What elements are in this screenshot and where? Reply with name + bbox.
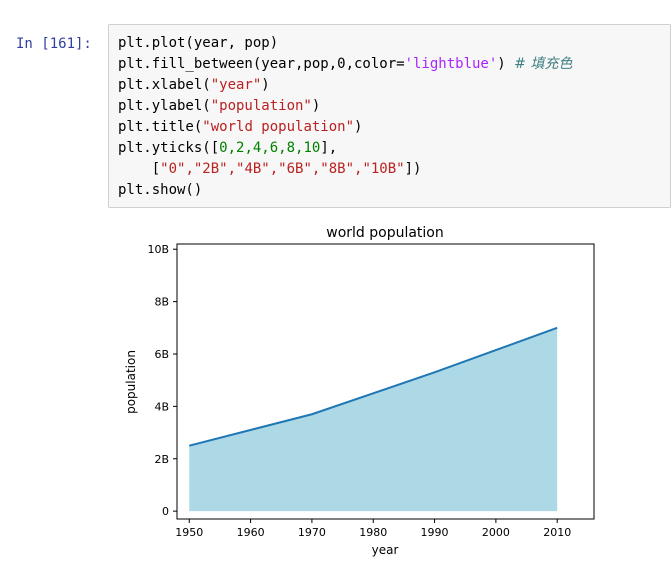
x-tick-label: 1980 <box>359 526 387 539</box>
y-tick-label: 0 <box>162 505 169 518</box>
x-tick-label: 1990 <box>421 526 449 539</box>
cell-prompt: In [161]: <box>16 36 92 52</box>
x-tick-label: 2000 <box>482 526 510 539</box>
y-tick-label: 4B <box>154 400 169 413</box>
area-fill <box>189 327 558 512</box>
code-line-7: ["0","2B","4B","6B","8B","10B"]) <box>118 161 422 177</box>
chart-title: world population <box>326 225 444 241</box>
y-tick-label: 8B <box>154 296 169 309</box>
code-line-3: plt.xlabel("year") <box>118 77 270 93</box>
y-axis-label: population <box>124 350 138 414</box>
code-line-5: plt.title("world population") <box>118 119 363 135</box>
code-line-2: plt.fill_between(year,pop,0,color='light… <box>118 56 573 72</box>
code-line-1: plt.plot(year, pop) <box>118 35 279 51</box>
series-line <box>189 326 558 447</box>
x-tick-label: 1970 <box>298 526 326 539</box>
code-line-4: plt.ylabel("population") <box>118 98 321 114</box>
output-plot: 1950 1960 1970 1980 1990 2000 2010 0 2B 4B 6B 8B 10B… <box>112 216 612 570</box>
x-tick-label: 2010 <box>543 526 571 539</box>
x-axis-label: year <box>372 543 399 557</box>
code-editor[interactable]: plt.plot(year, pop) plt.fill_between(yea… <box>118 33 572 201</box>
area-chart: 1950 1960 1970 1980 1990 2000 2010 0 2B 4B 6B 8B 10B… <box>124 225 595 557</box>
code-cell[interactable]: plt.plot(year, pop) plt.fill_between(yea… <box>108 24 671 208</box>
code-line-8: plt.show() <box>118 182 203 198</box>
x-tick-label: 1960 <box>237 526 265 539</box>
y-tick-label: 10B <box>147 243 169 256</box>
x-tick-label: 1950 <box>175 526 203 539</box>
axes-frame <box>176 243 595 520</box>
y-tick-label: 6B <box>154 348 169 361</box>
code-line-6: plt.yticks([0,2,4,6,8,10], <box>118 140 338 156</box>
y-tick-label: 2B <box>154 453 169 466</box>
